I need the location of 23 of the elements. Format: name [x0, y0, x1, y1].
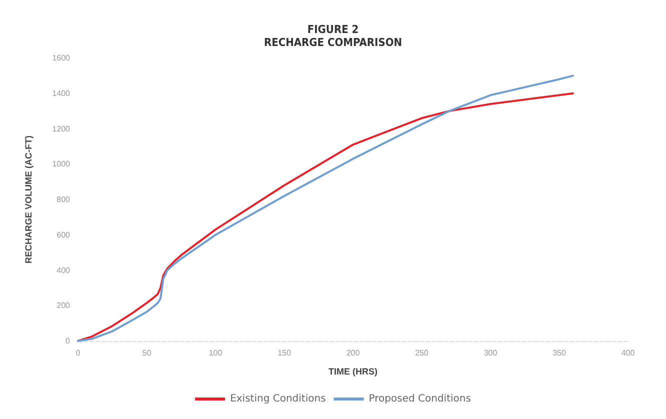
x-tick-label: 350	[552, 348, 566, 358]
x-tick-label: 400	[621, 348, 636, 358]
x-tick-label: 150	[278, 348, 292, 358]
y-tick-label: 200	[56, 301, 71, 310]
x-tick-label: 100	[208, 348, 223, 358]
x-tick-label: 300	[484, 348, 498, 358]
x-tick-label: 50	[142, 348, 152, 358]
y-tick-label: 600	[56, 230, 71, 240]
legend-label: Proposed Conditions	[368, 394, 471, 404]
y-tick-label: 0	[66, 336, 71, 346]
x-tick-label: 0	[76, 348, 81, 358]
x-tick-label: 200	[346, 348, 360, 358]
y-tick-label: 1200	[52, 124, 71, 134]
y-tick-label: 1000	[52, 160, 71, 169]
x-tick-label: 250	[415, 348, 429, 358]
chart-title: FIGURE 2 RECHARGE COMPARISON	[264, 23, 402, 49]
y-tick-label: 800	[56, 195, 71, 204]
legend-label: Existing Conditions	[230, 394, 326, 404]
y-tick-label: 1600	[52, 54, 71, 62]
y-axis-title: RECHARGE VOLUME (AC-FT)	[24, 136, 34, 264]
x-axis-title: TIME (HRS)	[328, 366, 378, 376]
y-tick-label: 400	[56, 266, 71, 275]
y-tick-label: 1400	[52, 88, 71, 98]
